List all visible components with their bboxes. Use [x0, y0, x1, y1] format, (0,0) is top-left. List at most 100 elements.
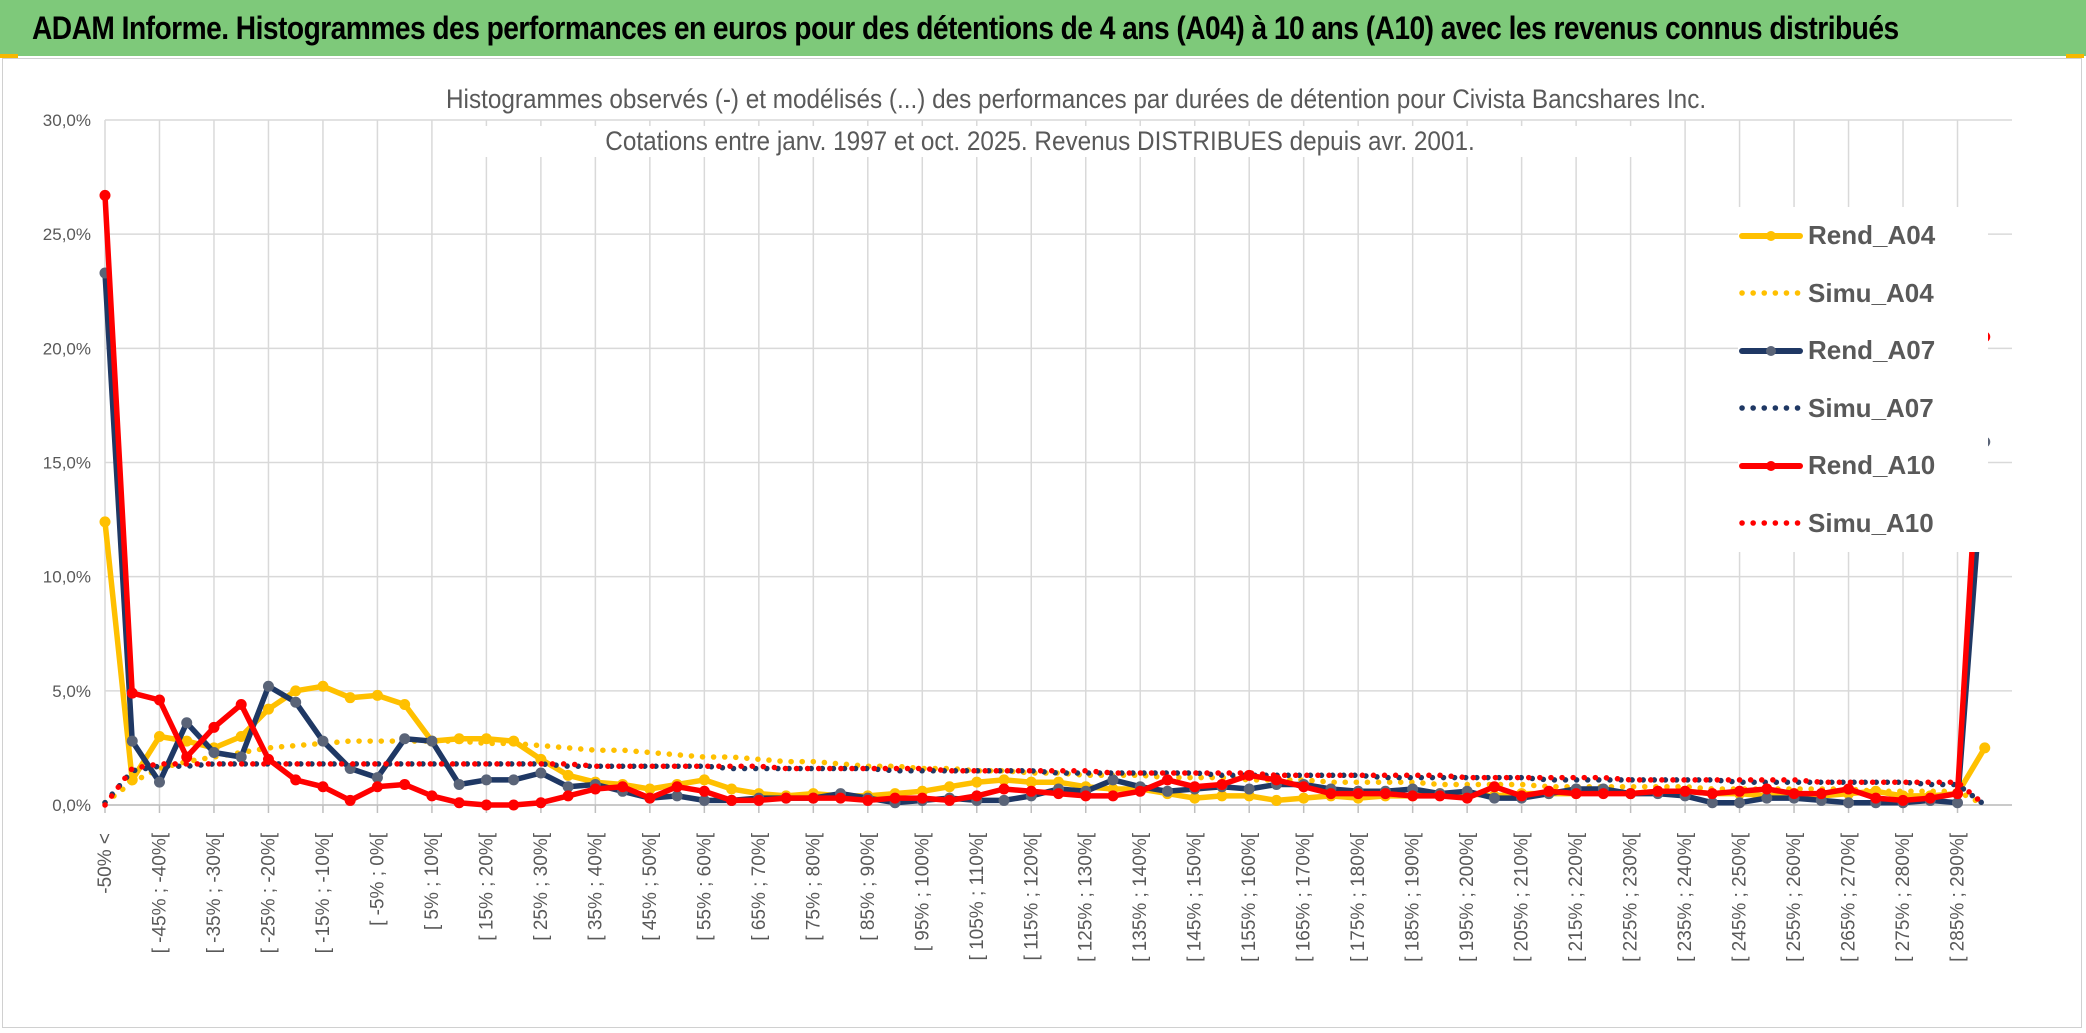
x-tick-label: [ 255% ; 260%[: [1784, 832, 1805, 962]
point-rend-a07: [208, 746, 220, 758]
point-rend-a04: [1189, 792, 1201, 804]
x-tick-label: [ 235% ; 240%[: [1675, 832, 1696, 962]
point-rend-a07: [535, 767, 547, 779]
point-rend-a10: [1897, 794, 1909, 806]
legend-swatch-rend-a07: [1739, 345, 1803, 356]
x-tick-label: [ 35% ; 40%[: [585, 832, 606, 940]
point-rend-a07: [562, 781, 574, 793]
point-rend-a10: [644, 792, 656, 804]
point-rend-a10: [1053, 788, 1064, 800]
legend-item-simu-a10: Simu_A10: [1738, 495, 1988, 553]
x-tick-label: [ 175% ; 180%[: [1348, 832, 1369, 962]
point-rend-a04: [99, 516, 111, 528]
point-rend-a07: [290, 696, 302, 708]
x-tick-label: [ 45% ; 50%[: [640, 832, 661, 940]
chart-title: Histogrammes observés (-) et modélisés (…: [446, 84, 1707, 115]
point-rend-a07: [317, 735, 329, 747]
point-rend-a10: [726, 794, 738, 806]
point-rend-a04: [644, 783, 656, 795]
point-rend-a04: [698, 774, 710, 786]
point-rend-a07: [262, 680, 274, 692]
point-rend-a04: [1025, 776, 1037, 788]
point-rend-a04: [944, 781, 956, 793]
point-rend-a04: [480, 733, 492, 745]
point-rend-a10: [453, 797, 465, 809]
point-rend-a07: [671, 790, 683, 802]
legend-item-rend-a07: Rend_A07: [1738, 322, 1988, 380]
series-line-rend-a04: [102, 519, 1988, 804]
point-rend-a04: [1979, 742, 1991, 754]
point-rend-a10: [1298, 781, 1310, 793]
point-rend-a10: [589, 783, 601, 795]
x-tick-label: [ 205% ; 210%[: [1512, 832, 1533, 962]
x-tick-label: [ 85% ; 90%[: [858, 832, 879, 940]
point-rend-a07: [1734, 797, 1746, 809]
legend-label-simu-a07: Simu_A07: [1808, 392, 1934, 423]
point-rend-a10: [562, 790, 574, 802]
point-rend-a04: [562, 769, 574, 781]
point-rend-a04: [726, 783, 738, 795]
legend-label-rend-a07: Rend_A07: [1808, 335, 1936, 366]
point-rend-a10: [508, 799, 520, 811]
point-rend-a10: [1134, 785, 1146, 797]
point-rend-a10: [126, 687, 138, 699]
x-tick-label: [ 75% ; 80%[: [803, 832, 824, 940]
point-rend-a10: [1352, 788, 1364, 800]
point-rend-a10: [1924, 792, 1936, 804]
point-rend-a10: [1543, 785, 1555, 797]
x-tick-label: -50% <: [95, 833, 116, 894]
y-tick-label: 30,0%: [43, 111, 91, 130]
x-tick-label: [ 135% ; 140%[: [1130, 832, 1151, 962]
y-tick-label: 15,0%: [43, 454, 91, 473]
point-rend-a10: [1679, 785, 1691, 797]
point-rend-a04: [235, 731, 247, 742]
point-rend-a10: [1652, 785, 1664, 797]
x-tick-label: [ 225% ; 230%[: [1621, 832, 1642, 962]
point-rend-a10: [862, 794, 874, 806]
x-tick-label: [ 195% ; 200%[: [1457, 832, 1478, 962]
point-rend-a10: [290, 774, 302, 786]
point-rend-a10: [1516, 790, 1528, 802]
point-rend-a10: [1025, 785, 1037, 797]
point-rend-a07: [1761, 792, 1773, 804]
point-rend-a04: [262, 703, 274, 715]
point-rend-a10: [1815, 788, 1827, 800]
legend-item-rend-a04: Rend_A04: [1738, 207, 1988, 265]
report-title: ADAM Informe. Histogrammes des performan…: [32, 9, 1899, 46]
y-tick-label: 10,0%: [43, 568, 91, 587]
series-line-rend-a07: [102, 270, 1988, 806]
point-rend-a07: [126, 735, 138, 747]
y-tick-label: 5,0%: [52, 682, 91, 701]
legend-swatch-simu-a07: [1739, 405, 1803, 411]
point-rend-a10: [399, 778, 411, 790]
x-tick-label: [ 155% ; 160%[: [1239, 832, 1260, 962]
x-tick-label: [ 245% ; 250%[: [1730, 832, 1751, 962]
point-rend-a10: [1461, 792, 1473, 804]
x-tick-label: [ -5% ; 0%[: [367, 832, 388, 926]
point-rend-a07: [399, 733, 411, 745]
x-tick-label: [ 5% ; 10%[: [422, 832, 443, 930]
x-tick-label: [ 95% ; 100%[: [912, 832, 933, 951]
point-rend-a10: [1189, 781, 1201, 793]
point-rend-a07: [1488, 792, 1500, 804]
x-tick-label: [ 105% ; 110%[: [967, 832, 988, 960]
point-rend-a04: [344, 692, 356, 704]
legend-swatch-marker: [1766, 345, 1776, 356]
point-rend-a10: [1488, 781, 1500, 793]
series-line-simu-a10: [102, 761, 1988, 808]
point-rend-a07: [480, 774, 492, 786]
legend-item-simu-a07: Simu_A07: [1738, 380, 1988, 438]
y-tick-label: 25,0%: [43, 225, 91, 244]
chart-legend: Rend_A04 Simu_A04 Rend_A07 Simu_A07 Rend_A10…: [1738, 207, 1988, 552]
point-rend-a07: [371, 772, 383, 784]
point-rend-a10: [1325, 788, 1337, 800]
point-rend-a04: [1216, 790, 1228, 802]
point-rend-a10: [153, 694, 165, 706]
point-rend-a04: [317, 680, 329, 692]
point-rend-a10: [1434, 790, 1446, 802]
point-rend-a10: [371, 781, 383, 793]
point-rend-a10: [671, 781, 683, 793]
x-tick-label: [ 65% ; 70%[: [749, 832, 770, 940]
point-rend-a04: [290, 685, 302, 697]
x-tick-label: [ -15% ; -10%[: [313, 832, 334, 953]
